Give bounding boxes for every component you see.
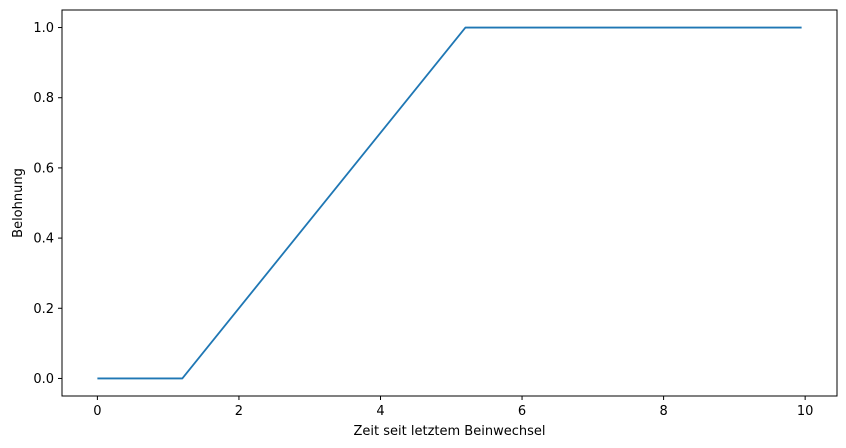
y-axis-ticks: 0.0 0.2 0.4 0.6 0.8 1.0 bbox=[33, 21, 62, 387]
x-axis-ticks: 0 2 4 6 8 10 bbox=[93, 396, 813, 419]
y-tick-label: 0.4 bbox=[33, 232, 54, 247]
axes-frame bbox=[61, 9, 838, 397]
x-tick-label: 2 bbox=[235, 404, 243, 419]
x-tick-label: 0 bbox=[93, 404, 101, 419]
y-tick-label: 0.6 bbox=[33, 161, 54, 176]
x-axis-label: Zeit seit letztem Beinwechsel bbox=[354, 424, 546, 439]
x-tick-label: 4 bbox=[376, 404, 384, 419]
x-tick-label: 6 bbox=[518, 404, 526, 419]
series-line bbox=[97, 26, 802, 380]
y-tick-label: 0.0 bbox=[33, 372, 54, 387]
y-tick-label: 1.0 bbox=[33, 21, 54, 36]
y-tick-label: 0.8 bbox=[33, 91, 54, 106]
x-tick-label: 10 bbox=[797, 404, 814, 419]
x-tick-label: 8 bbox=[659, 404, 667, 419]
series-group bbox=[97, 26, 802, 380]
y-tick-label: 0.2 bbox=[33, 302, 54, 317]
y-axis-label: Belohnung bbox=[11, 168, 26, 238]
